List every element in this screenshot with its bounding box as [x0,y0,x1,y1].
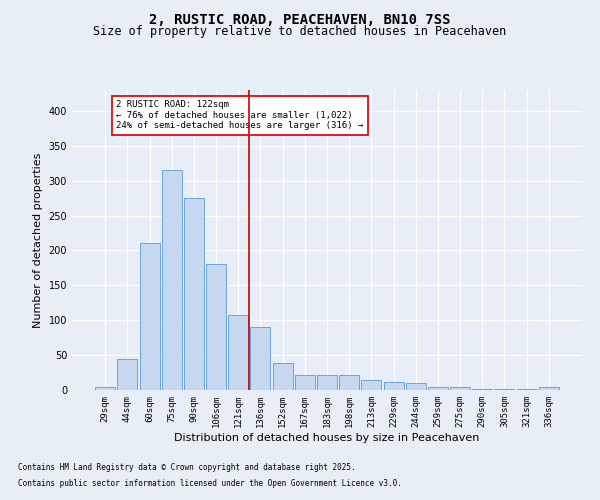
Bar [406,383,426,390]
Bar [450,386,470,390]
Bar [494,388,514,390]
Bar [118,358,137,390]
Bar [206,264,226,390]
Text: Contains public sector information licensed under the Open Government Licence v3: Contains public sector information licen… [18,478,402,488]
Text: Contains HM Land Registry data © Crown copyright and database right 2025.: Contains HM Land Registry data © Crown c… [18,464,356,472]
Bar [317,374,337,390]
Bar [295,376,315,390]
Bar [95,386,115,390]
Bar [428,386,448,390]
Bar [250,327,271,390]
Bar [383,382,404,390]
Y-axis label: Number of detached properties: Number of detached properties [33,152,43,328]
Text: 2, RUSTIC ROAD, PEACEHAVEN, BN10 7SS: 2, RUSTIC ROAD, PEACEHAVEN, BN10 7SS [149,12,451,26]
Bar [339,374,359,390]
Text: 2 RUSTIC ROAD: 122sqm
← 76% of detached houses are smaller (1,022)
24% of semi-d: 2 RUSTIC ROAD: 122sqm ← 76% of detached … [116,100,364,130]
Text: Size of property relative to detached houses in Peacehaven: Size of property relative to detached ho… [94,25,506,38]
X-axis label: Distribution of detached houses by size in Peacehaven: Distribution of detached houses by size … [175,432,479,442]
Bar [162,170,182,390]
Bar [539,387,559,390]
Bar [361,380,382,390]
Bar [228,314,248,390]
Bar [472,388,492,390]
Bar [140,243,160,390]
Bar [272,364,293,390]
Bar [184,198,204,390]
